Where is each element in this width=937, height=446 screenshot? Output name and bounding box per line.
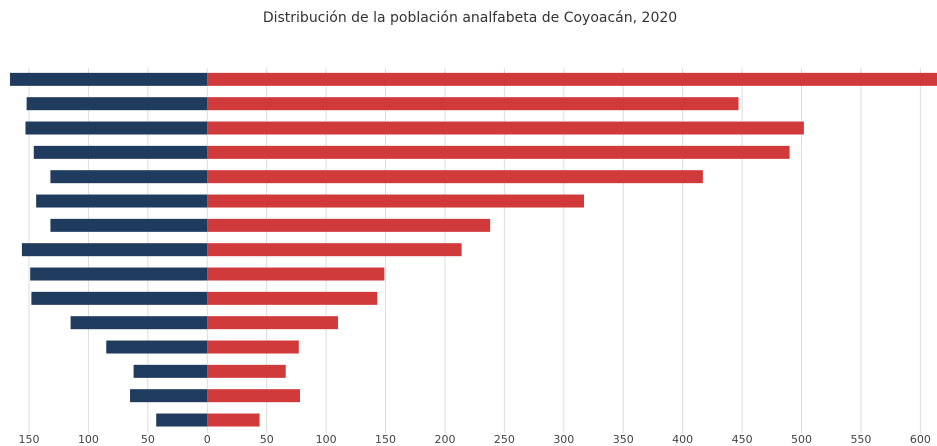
x-tick-label: 100 [78, 433, 99, 446]
bar [207, 413, 260, 427]
bar [21, 243, 208, 257]
bar [207, 267, 385, 281]
x-tick-label: 400 [672, 433, 693, 446]
bar [133, 364, 208, 378]
bar [207, 194, 585, 208]
bar [207, 243, 462, 257]
bar [50, 218, 208, 232]
x-tick-label: 300 [553, 433, 574, 446]
bar [207, 364, 286, 378]
bar [30, 267, 208, 281]
x-tick-label: 200 [434, 433, 455, 446]
x-tick-label: 150 [375, 433, 396, 446]
bar [207, 170, 703, 184]
x-tick-label: 450 [732, 433, 753, 446]
bar [26, 97, 208, 111]
bar [70, 316, 208, 330]
bar [207, 97, 739, 111]
bar [207, 316, 339, 330]
x-tick-label: 550 [850, 433, 871, 446]
x-tick-label: 250 [494, 433, 515, 446]
bar [33, 145, 208, 159]
x-tick-label: 150 [19, 433, 40, 446]
bar [207, 389, 300, 403]
x-tick-label: 0 [204, 433, 211, 446]
x-tick-label: 100 [316, 433, 337, 446]
bar [25, 121, 208, 135]
bar [50, 170, 208, 184]
x-tick-label: 600 [910, 433, 931, 446]
bar [36, 194, 208, 208]
bar [207, 291, 378, 305]
bar [207, 121, 804, 135]
bar [156, 413, 208, 427]
bar [31, 291, 208, 305]
bar [207, 218, 491, 232]
x-tick-label: 350 [613, 433, 634, 446]
x-tick-label: 50 [260, 433, 274, 446]
x-tick-label: 500 [791, 433, 812, 446]
bar [207, 72, 937, 86]
bar [130, 389, 208, 403]
chart-title: Distribución de la población analfabeta … [263, 10, 677, 26]
bar [207, 145, 790, 159]
bar [10, 72, 208, 86]
bar [207, 340, 299, 354]
bar [106, 340, 208, 354]
x-tick-label: 50 [141, 433, 155, 446]
